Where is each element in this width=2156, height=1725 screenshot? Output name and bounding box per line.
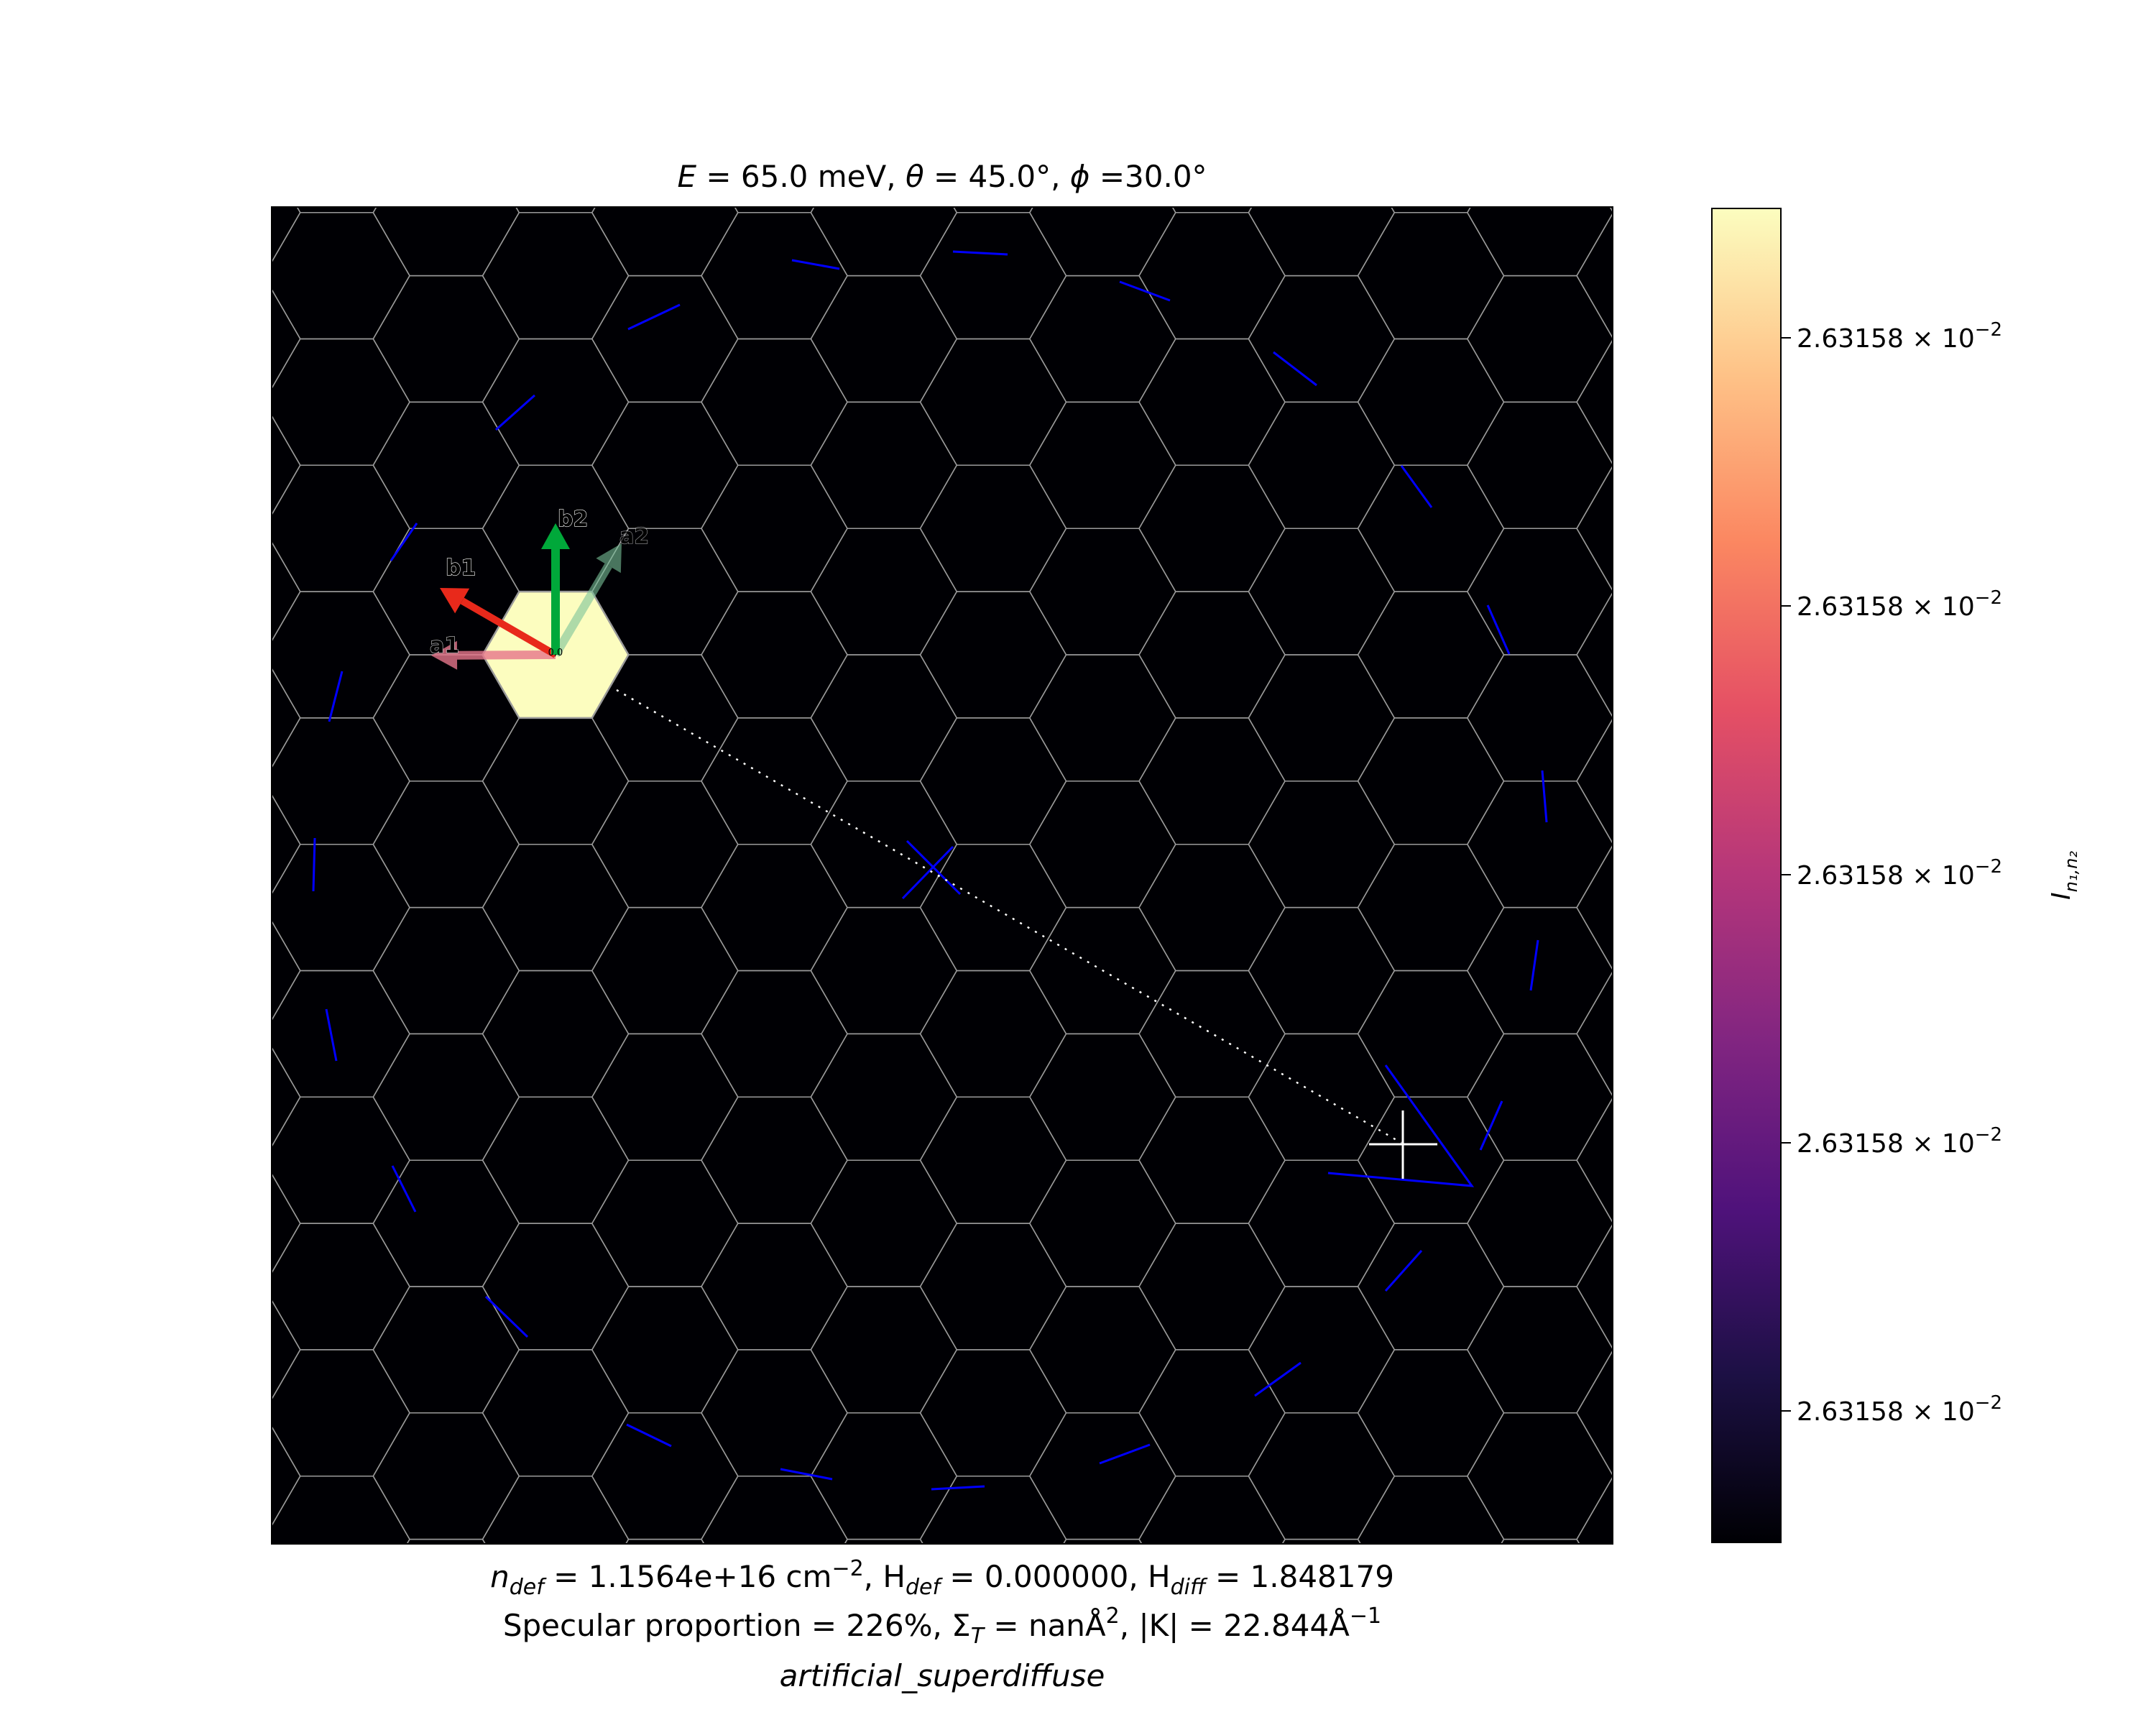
lattice-cell (1390, 207, 1472, 213)
plot-frame (271, 206, 1613, 1545)
colorbar-ticks: 2.63158 × 10−2 2.63158 × 10−2 2.63158 × 10… (1781, 319, 2002, 1427)
lattice-cell (1281, 1538, 1362, 1544)
scan-segment (1529, 939, 1539, 991)
vector-b1: b1 (440, 555, 558, 658)
scan-segment (1486, 604, 1511, 655)
lattice-cell (1576, 844, 1613, 971)
lattice-cell (1576, 465, 1613, 592)
scan-segment (1400, 465, 1433, 508)
lattice-cell (1576, 339, 1613, 466)
scan-segment (952, 250, 1008, 256)
lattice-cell (1576, 212, 1613, 339)
scan-segment (931, 1485, 985, 1491)
lattice-cell (515, 207, 596, 213)
chart-title: E = 65.0 meV, θ = 45.0°, ϕ =30.0° (677, 159, 1207, 194)
scan-segment (1384, 1250, 1423, 1292)
scan-segment (627, 303, 681, 331)
lattice-cell (1576, 970, 1613, 1098)
vector-label-a2: a2 (619, 524, 649, 549)
scan-segment (391, 1165, 417, 1213)
scan-segment (1254, 1361, 1302, 1397)
scan-segment (626, 1423, 672, 1448)
scan-segment (328, 671, 344, 722)
lattice-cell (1062, 1538, 1143, 1544)
lattice-cell (1576, 1476, 1613, 1544)
scan-traces (312, 250, 1548, 1491)
colorbar-tick-label: 2.63158 × 10−2 (1797, 319, 2002, 354)
lattice-cell (1576, 1097, 1613, 1224)
footer-line-3: artificial_superdiffuse (780, 1658, 1105, 1693)
scan-segment (791, 259, 840, 270)
vector-label-b1: b1 (446, 556, 476, 581)
lattice-cell (1576, 1223, 1613, 1351)
scan-segment (325, 1008, 338, 1062)
plot-area: a1 a2 b1 b2 0,0 (155, 206, 1613, 1666)
scan-triangle (1327, 1064, 1475, 1187)
colorbar-tick-label: 2.63158 × 10−2 (1797, 587, 2002, 622)
scan-segment (484, 1295, 529, 1338)
vector-a1: a1 (429, 632, 556, 670)
lattice-cell (1576, 591, 1613, 719)
scan-segment (1099, 1443, 1151, 1465)
lattice-cell (1500, 1538, 1580, 1544)
lattice-cell (296, 207, 377, 213)
colorbar-label: In₁,n₂ (2047, 851, 2081, 900)
colorbar-gradient (1712, 208, 1781, 1542)
colorbar-tick-label: 2.63158 × 10−2 (1797, 1124, 2002, 1159)
colorbar-tick-label: 2.63158 × 10−2 (1797, 1392, 2002, 1427)
lattice-cell (406, 1538, 487, 1544)
scan-segment (1479, 1100, 1503, 1151)
lattice-cell (155, 1540, 300, 1666)
scan-segment (312, 837, 316, 892)
scan-segment (1119, 280, 1171, 302)
scan-segment (390, 523, 418, 561)
vector-b2: b2 (541, 506, 589, 655)
lattice-cell (1609, 207, 1613, 213)
lattice-cell (625, 1538, 705, 1544)
colorbar: 2.63158 × 10−2 2.63158 × 10−2 2.63158 × 10… (1711, 208, 2081, 1543)
footer-line-1: ndef = 1.1564e+16 cm−2, Hdef = 0.000000,… (490, 1556, 1394, 1600)
scan-segment (1273, 351, 1317, 387)
vector-label-b2: b2 (558, 507, 588, 532)
origin-label: 0,0 (548, 648, 563, 658)
colorbar-tick-label: 2.63158 × 10−2 (1797, 856, 2002, 891)
lattice-cell (1576, 717, 1613, 845)
footer-line-2: Specular proportion = 226%, ΣT = nanÅ2, … (503, 1604, 1381, 1649)
vector-label-a1: a1 (430, 633, 459, 658)
scan-cross (901, 845, 954, 900)
scan-segment (780, 1468, 833, 1481)
lattice-vectors: a1 a2 b1 b2 (429, 506, 650, 670)
vector-a2: a2 (551, 523, 650, 658)
scan-segment (1541, 770, 1548, 823)
lattice-cell (1576, 1349, 1613, 1476)
scan-segment (495, 394, 535, 431)
